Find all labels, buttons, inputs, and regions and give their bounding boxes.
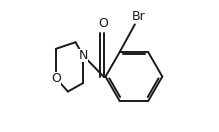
Text: Br: Br	[132, 10, 145, 23]
Text: O: O	[51, 72, 61, 84]
Text: O: O	[99, 17, 108, 30]
Text: N: N	[78, 49, 88, 62]
